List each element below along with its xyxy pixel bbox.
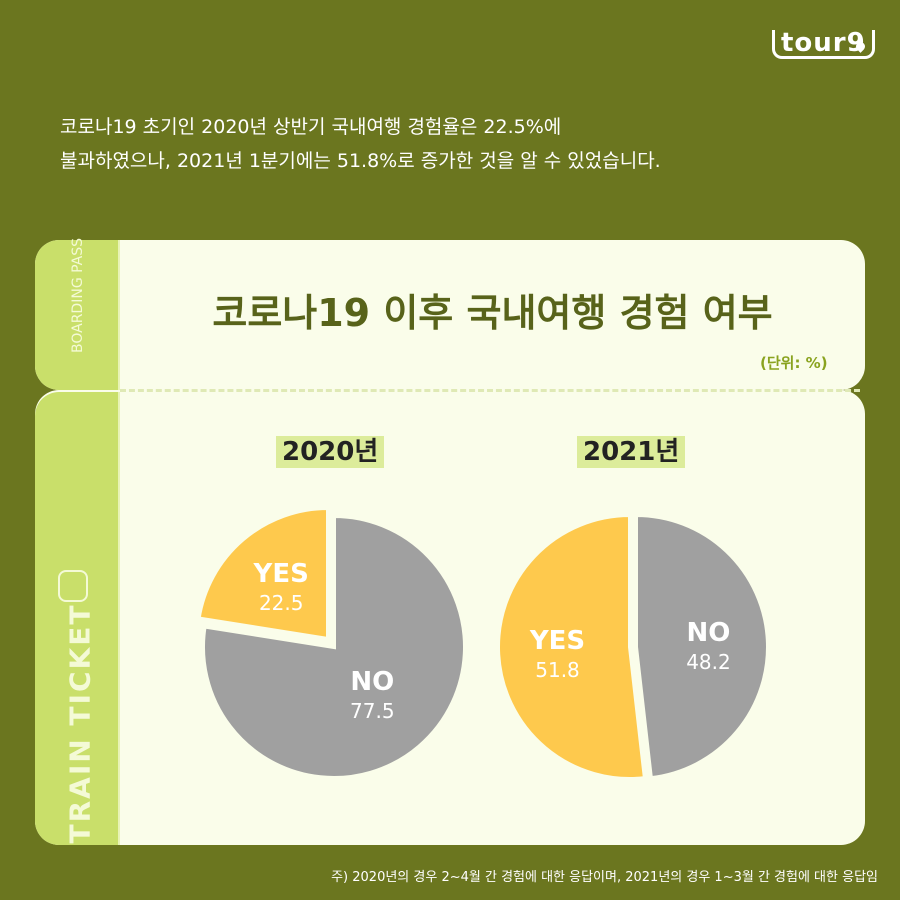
footnote: 주) 2020년의 경우 2~4월 간 경험에 대한 응답이며, 2021년의 … — [331, 870, 878, 885]
slice-value: 77.5 — [350, 699, 395, 723]
slice-label: NO — [687, 618, 731, 648]
unit-label: (단위: %) — [760, 354, 828, 372]
pie-slice-no — [634, 512, 770, 781]
slice-value: 22.5 — [259, 591, 304, 615]
boarding-strip — [35, 240, 120, 390]
pie-slice-yes — [496, 512, 648, 781]
pie-slice-no — [201, 513, 467, 780]
tour9-logo: tour9 — [772, 30, 875, 59]
train-icon — [58, 570, 88, 602]
year-label-2020: 2020년 — [276, 436, 385, 468]
train-strip — [35, 392, 120, 845]
intro-text: 코로나19 초기인 2020년 상반기 국내여행 경험율은 22.5%에 불과하… — [60, 110, 661, 178]
slice-label: NO — [350, 667, 394, 697]
slice-label: YES — [253, 559, 309, 589]
slice-value: 51.8 — [535, 658, 580, 682]
intro-line: 불과하였으나, 2021년 1분기에는 51.8%로 증가한 것을 알 수 있었… — [60, 150, 661, 172]
ticket-top — [35, 240, 865, 390]
year-label-2021: 2021년 — [577, 436, 686, 468]
perforation-divider — [120, 389, 860, 392]
intro-line: 코로나19 초기인 2020년 상반기 국내여행 경험율은 22.5%에 — [60, 116, 562, 138]
slice-label: YES — [529, 626, 585, 656]
chart-title: 코로나19 이후 국내여행 경험 여부 — [212, 291, 773, 335]
pie-slice-yes — [196, 505, 330, 642]
slice-value: 48.2 — [686, 650, 731, 674]
